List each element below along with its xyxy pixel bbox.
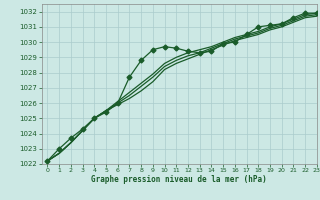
X-axis label: Graphe pression niveau de la mer (hPa): Graphe pression niveau de la mer (hPa) [91,175,267,184]
